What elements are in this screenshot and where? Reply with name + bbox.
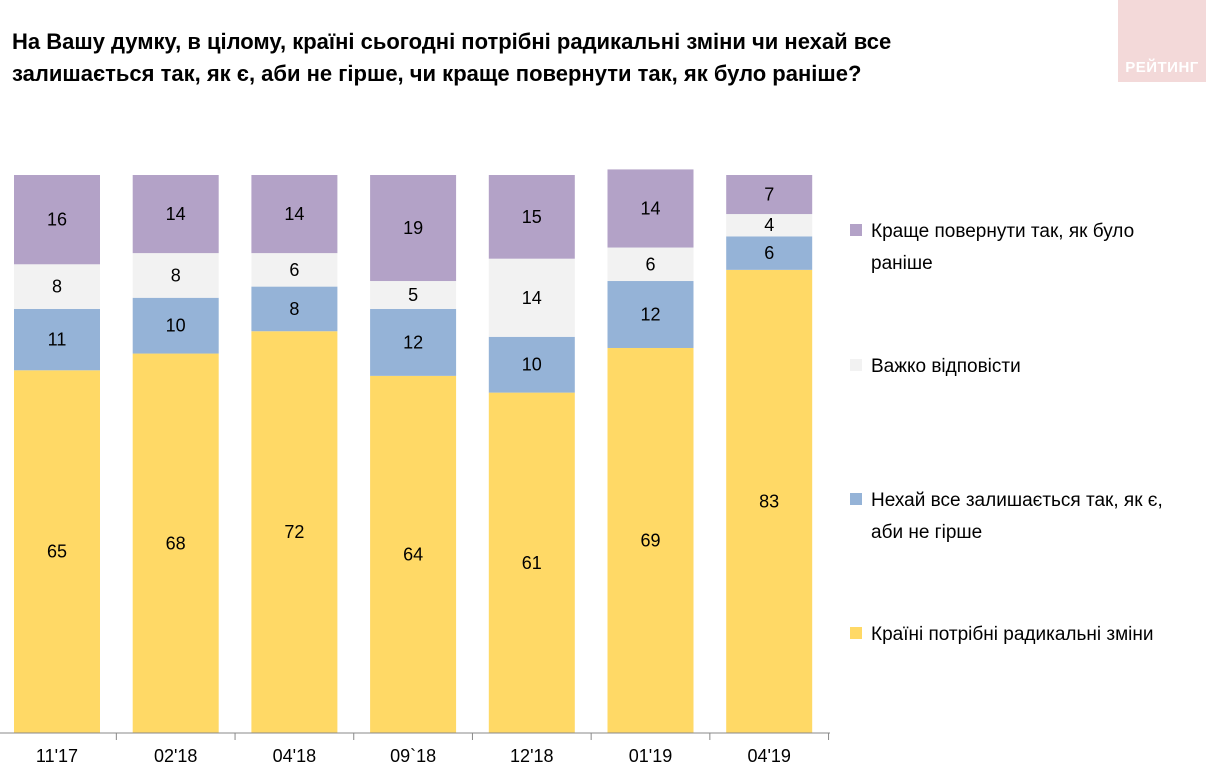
bar-segment <box>607 281 694 348</box>
legend-label: Краще повернути так, як було <box>871 221 1134 242</box>
data-label: 6 <box>289 260 299 280</box>
bar-segment <box>14 175 100 265</box>
bar-segment <box>132 353 219 733</box>
data-label: 72 <box>284 522 304 542</box>
data-label: 69 <box>640 530 660 550</box>
bar-segment <box>370 175 457 282</box>
x-tick-label: 04'19 <box>747 746 790 766</box>
x-tick-label: 01'19 <box>629 746 672 766</box>
bar-segment <box>607 247 694 282</box>
logo-text: РЕЙТИНГ <box>1125 59 1199 76</box>
bar-segment <box>488 258 575 337</box>
legend-swatch <box>850 627 862 639</box>
data-label: 8 <box>171 265 181 285</box>
data-label: 8 <box>289 299 299 319</box>
data-label: 68 <box>166 533 186 553</box>
data-label: 14 <box>640 198 660 218</box>
x-tick-label: 02'18 <box>154 746 197 766</box>
bar-segment <box>370 308 457 376</box>
data-label: 12 <box>403 332 423 352</box>
data-label: 10 <box>166 316 186 336</box>
bar-segment <box>488 336 575 393</box>
legend-swatch <box>850 493 862 505</box>
bar-segment <box>251 286 338 332</box>
data-label: 64 <box>403 544 423 564</box>
bar-segment <box>132 253 219 298</box>
bar-segment <box>14 308 100 371</box>
data-label: 15 <box>522 207 542 227</box>
data-label: 14 <box>284 204 304 224</box>
data-label: 10 <box>522 355 542 375</box>
legend-swatch <box>850 359 862 371</box>
bar-segment <box>132 297 219 354</box>
data-label: 14 <box>522 288 542 308</box>
data-label: 6 <box>764 243 774 263</box>
x-tick-label: 09`18 <box>390 746 436 766</box>
bar-segment <box>132 175 219 254</box>
data-label: 8 <box>52 277 62 297</box>
x-tick-label: 11'17 <box>36 746 78 766</box>
data-label: 61 <box>522 553 542 573</box>
data-label: 7 <box>764 185 774 205</box>
bar-segment <box>726 269 813 733</box>
legend-swatch <box>850 224 862 236</box>
bar-segment <box>607 347 694 733</box>
data-label: 5 <box>408 285 418 305</box>
data-label: 11 <box>48 330 67 350</box>
data-label: 12 <box>640 305 660 325</box>
data-label: 16 <box>47 210 67 230</box>
bar-segment <box>370 281 457 309</box>
bar-segment <box>726 236 813 270</box>
x-tick-label: 12'18 <box>510 746 553 766</box>
x-tick-label: 04'18 <box>273 746 316 766</box>
legend-label: раніше <box>871 253 933 274</box>
data-label: 83 <box>759 491 779 511</box>
legend-label: Нехай все залишається так, як є, <box>871 490 1163 511</box>
bar-segment <box>607 169 694 248</box>
bar-segment <box>251 253 338 287</box>
data-label: 65 <box>47 542 67 562</box>
bar-segment <box>488 175 575 259</box>
data-label: 19 <box>403 218 423 238</box>
rating-logo: РЕЙТИНГ <box>1118 0 1206 82</box>
bar-segment <box>14 370 100 733</box>
bar-segment <box>14 264 100 309</box>
legend-label: аби не гірше <box>871 522 982 543</box>
bar-segment <box>370 375 457 733</box>
bar-segment <box>488 392 575 733</box>
bar-segment <box>726 214 813 237</box>
bar-segment <box>251 175 338 254</box>
chart-title: На Вашу думку, в цілому, країні сьогодні… <box>12 29 892 86</box>
data-label: 14 <box>166 204 186 224</box>
legend-label: Країні потрібні радикальні зміни <box>871 624 1154 645</box>
legend-label: Важко відповісти <box>871 356 1021 377</box>
bar-segment <box>251 331 338 733</box>
data-label: 4 <box>764 215 774 235</box>
bar-segment <box>726 175 813 215</box>
data-label: 6 <box>645 254 655 274</box>
